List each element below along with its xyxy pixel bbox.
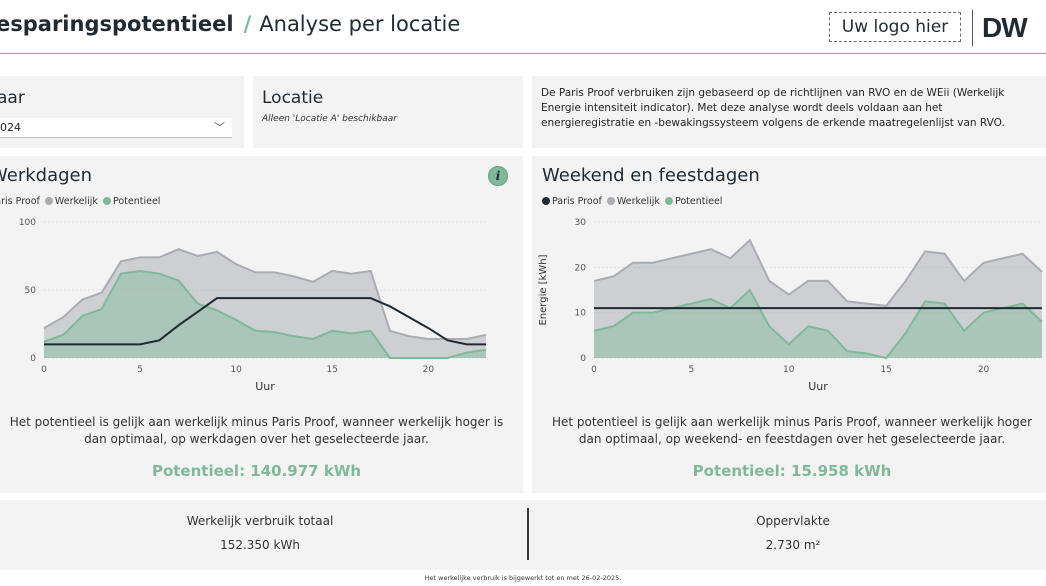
y-tick-label: 30 <box>575 218 587 228</box>
location-slicer-card <box>253 76 523 148</box>
page-subtitle: Analyse per locatie <box>259 12 461 36</box>
page-title-main: esparingspotentieel <box>0 12 234 36</box>
x-tick-label: 10 <box>783 365 795 375</box>
werkelijk-area <box>594 240 1042 358</box>
kpi-divider <box>527 508 529 560</box>
area-label: Oppervlakte <box>756 514 830 528</box>
legend-item-paris-proof: Paris Proof <box>0 196 40 207</box>
x-tick-label: 5 <box>689 365 695 375</box>
location-slicer-label: Locatie <box>262 88 324 108</box>
legend-item-paris-proof: Paris Proof <box>552 196 602 207</box>
werkelijk-area <box>44 249 486 358</box>
y-tick-label: 100 <box>19 218 36 228</box>
x-tick-label: 15 <box>327 365 338 375</box>
potentieel-area <box>44 270 486 358</box>
x-tick-label: 10 <box>230 365 242 375</box>
legend-dot-paris-proof <box>542 197 550 205</box>
logo-divider <box>972 10 973 46</box>
weekend-description-line: dan optimaal, op weekend- en feestdagen … <box>578 432 1006 446</box>
potentieel-line <box>43 269 487 359</box>
header-divider <box>0 53 1046 54</box>
info-text-line: De Paris Proof verbruiken zijn gebaseerd… <box>541 87 1005 99</box>
weekdays-description: Het potentieel is gelijk aan werkelijk m… <box>0 414 523 448</box>
title-separator: / <box>243 12 252 36</box>
legend-item-potentieel: Potentieel <box>674 196 723 207</box>
x-axis-label: Uur <box>255 380 275 393</box>
weekdays-potential-value: Potentieel: 140.977 kWh <box>151 462 362 480</box>
info-card <box>532 76 1046 148</box>
y-tick-label: 50 <box>25 286 37 296</box>
weekdays-description-line: dan optimaal, op werkdagen over het gese… <box>84 432 429 446</box>
legend-dot-werkelijk <box>44 197 53 205</box>
page-title: esparingspotentieel / Analyse per locatie <box>0 12 460 36</box>
y-tick-label: 0 <box>580 354 586 364</box>
y-tick-label: 20 <box>575 263 587 273</box>
weekend-description: Het potentieel is gelijk aan werkelijk m… <box>532 414 1046 448</box>
werkelijk-line <box>43 248 487 340</box>
weekdays-legend: Paris Proof Werkelijk Potentieel <box>0 196 160 207</box>
legend-item-werkelijk: Werkelijk <box>616 196 660 207</box>
legend-dot-potentieel <box>664 197 673 205</box>
info-text-line: Energie intensiteit indicator). Met deze… <box>541 102 943 114</box>
y-axis-label: Energie [kWh] <box>538 254 549 325</box>
x-tick-label: 15 <box>880 365 891 375</box>
x-axis-label: Uur <box>808 380 828 393</box>
info-text-line: energieregistratie en -bewakingssysteem … <box>541 117 1005 129</box>
weekend-legend: Paris Proof Werkelijk Potentieel <box>542 196 722 207</box>
y-tick-label: 10 <box>575 309 587 319</box>
legend-item-potentieel: Potentieel <box>112 196 161 207</box>
x-tick-label: 0 <box>591 365 597 375</box>
legend-dot-werkelijk <box>606 197 615 205</box>
weekend-description-line: Het potentieel is gelijk aan werkelijk m… <box>551 415 1033 429</box>
footnote: Het werkelijke verbruik is bijgewerkt to… <box>424 574 622 582</box>
year-slicer-label: aar <box>0 88 25 108</box>
legend-item-werkelijk: Werkelijk <box>54 196 98 207</box>
potentieel-area <box>594 290 1042 358</box>
weekdays-area-chart: 0 50 100 0 5 10 15 20 Uur <box>19 218 487 393</box>
weekend-area-chart: 0 10 20 30 0 5 10 15 20 Uur Energie [kWh] <box>538 218 1043 393</box>
actual-total-label: Werkelijk verbruik totaal <box>186 514 334 528</box>
brand-logo: DW <box>982 12 1028 43</box>
y-tick-label: 0 <box>30 354 36 364</box>
weekdays-chart-title: Werkdagen <box>0 165 93 186</box>
logo-placeholder: Uw logo hier <box>829 12 961 42</box>
x-tick-label: 20 <box>978 365 990 375</box>
area-value: 2.730 m² <box>765 538 821 552</box>
actual-total-value: 152.350 kWh <box>220 538 300 552</box>
x-tick-label: 5 <box>137 365 143 375</box>
weekend-chart-title: Weekend en feestdagen <box>542 165 760 186</box>
totals-card <box>0 500 1046 570</box>
x-tick-label: 20 <box>423 365 435 375</box>
year-dropdown[interactable]: 024 <box>0 118 232 138</box>
info-text: De Paris Proof verbruiken zijn gebaseerd… <box>541 86 1046 131</box>
werkelijk-line <box>593 238 1043 307</box>
location-note: Alleen 'Locatie A' beschikbaar <box>262 114 397 124</box>
info-icon[interactable]: i <box>488 166 508 186</box>
weekend-potential-value: Potentieel: 15.958 kWh <box>692 462 892 480</box>
legend-dot-potentieel <box>102 197 111 205</box>
x-tick-label: 0 <box>41 365 47 375</box>
chevron-down-icon[interactable]: ﹀ <box>214 121 225 134</box>
weekdays-description-line: Het potentieel is gelijk aan werkelijk m… <box>9 415 504 429</box>
paris-proof-line <box>44 297 486 346</box>
